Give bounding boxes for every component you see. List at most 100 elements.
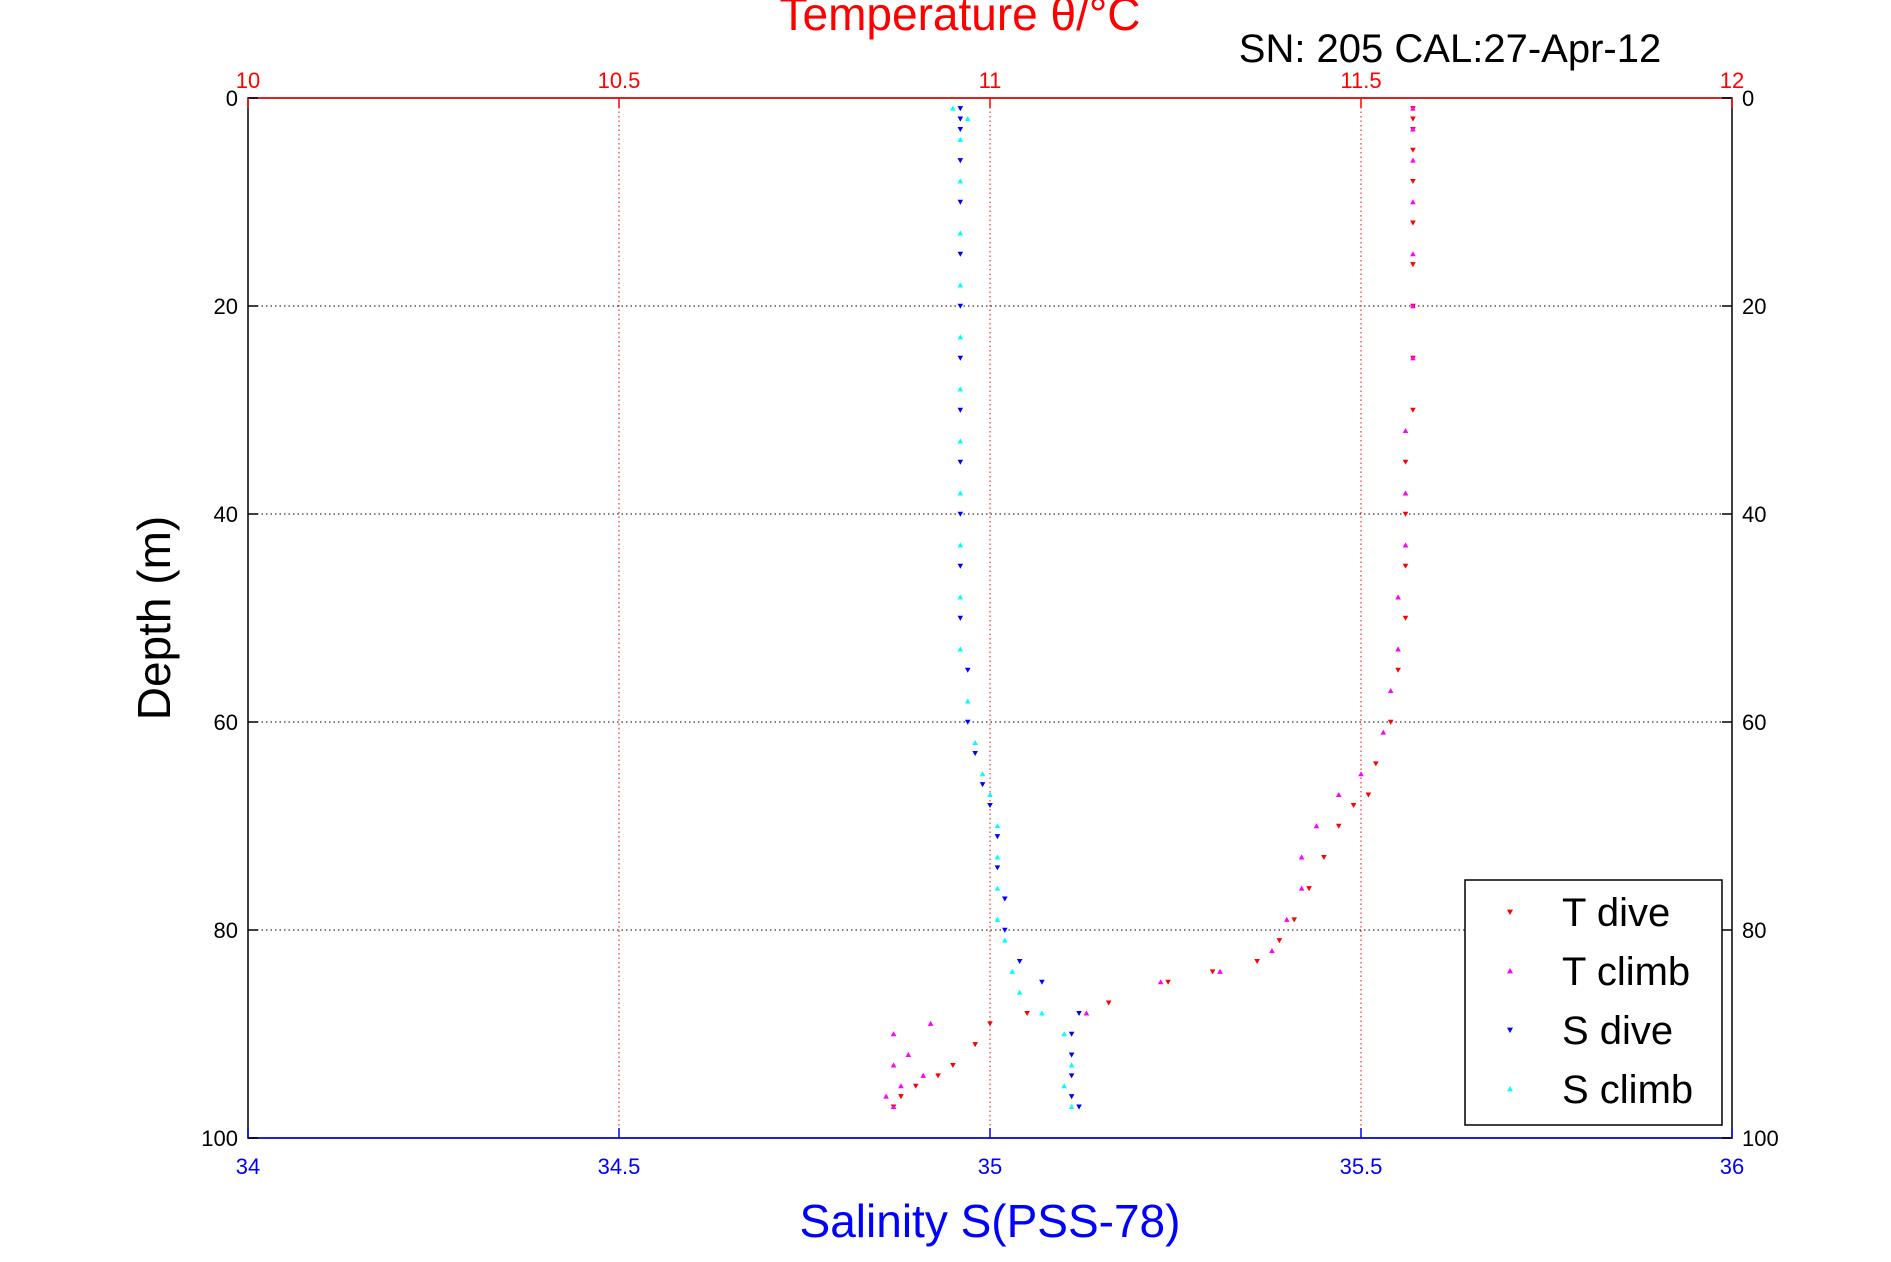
x-bottom-tick-label: 35.5: [1340, 1154, 1383, 1179]
data-point: [957, 230, 964, 236]
y-tick-label-left: 60: [214, 710, 238, 735]
data-point: [972, 750, 978, 756]
data-point: [1269, 948, 1275, 954]
data-point: [957, 355, 964, 361]
data-point: [994, 834, 1001, 840]
data-point: [1209, 969, 1216, 975]
data-point: [1039, 979, 1045, 985]
data-point: [957, 386, 964, 392]
data-point: [957, 178, 964, 184]
data-point: [1068, 1052, 1075, 1058]
tick-layer: 0 0 20 20 40 40 60 60 80 80 100 100 10 34 10.5 34.5 11 35…: [201, 68, 1778, 1179]
data-point: [957, 542, 964, 548]
series-s-dive: [957, 106, 1082, 1110]
data-point: [957, 438, 964, 444]
data-point: [994, 885, 1001, 891]
data-point: [987, 802, 993, 808]
data-point: [957, 158, 964, 164]
data-point: [979, 771, 986, 777]
data-point: [1410, 303, 1416, 309]
data-point: [1358, 771, 1364, 777]
data-point: [1410, 147, 1416, 153]
data-point: [935, 1073, 941, 1079]
data-point: [1395, 646, 1401, 652]
data-point: [1016, 989, 1023, 995]
data-point: [972, 1042, 978, 1048]
series-t-climb: [883, 105, 1416, 1110]
data-point: [964, 116, 971, 122]
data-point: [1402, 511, 1409, 517]
series-s-climb: [950, 105, 1075, 1110]
data-point: [1335, 823, 1342, 829]
data-point: [890, 1031, 897, 1037]
chart-subtitle: SN: 205 CAL:27-Apr-12: [1239, 27, 1661, 71]
data-point: [927, 1020, 934, 1026]
y-tick-label-right: 80: [1742, 918, 1766, 943]
y-axis-label: Depth (m): [128, 516, 180, 720]
marker-layer: [883, 105, 1416, 1110]
data-point: [957, 490, 964, 496]
data-point: [957, 136, 964, 142]
data-point: [1410, 105, 1416, 111]
data-point: [1387, 688, 1394, 694]
y-tick-label-right: 40: [1742, 502, 1766, 527]
x-bottom-tick-label: 34: [236, 1154, 260, 1179]
data-point: [964, 667, 971, 673]
y-tick-label-left: 0: [226, 86, 238, 111]
data-point: [1039, 1010, 1045, 1016]
data-point: [1350, 802, 1357, 808]
x-top-tick-label: 11: [979, 68, 1002, 93]
data-point: [1291, 917, 1298, 923]
data-point: [1402, 615, 1409, 621]
data-point: [994, 916, 1001, 922]
data-point: [1076, 1010, 1082, 1016]
data-point: [957, 126, 964, 132]
data-point: [1002, 937, 1008, 943]
legend-marker: [1507, 1086, 1513, 1092]
data-point: [957, 199, 964, 205]
y-tick-label-right: 100: [1742, 1126, 1779, 1151]
data-point: [1402, 490, 1409, 496]
legend-items: T dive T climb S dive S climb: [1507, 891, 1693, 1112]
data-point: [913, 1083, 919, 1089]
data-point: [1068, 1031, 1075, 1037]
y-tick-label-left: 100: [201, 1126, 238, 1151]
data-point: [1298, 885, 1305, 891]
data-point: [957, 646, 964, 652]
data-point: [1284, 916, 1290, 922]
data-point: [957, 116, 964, 122]
legend-label: S dive: [1562, 1009, 1673, 1053]
data-point: [1410, 116, 1416, 122]
x-top-tick-label: 10.5: [598, 68, 641, 93]
data-point: [898, 1083, 904, 1089]
data-point: [1276, 938, 1283, 944]
data-point: [1009, 968, 1016, 974]
data-point: [1410, 157, 1416, 163]
data-point: [957, 303, 964, 309]
x-bottom-tick-label: 34.5: [598, 1154, 641, 1179]
y-tick-label-left: 80: [214, 918, 238, 943]
data-point: [1365, 792, 1372, 798]
data-point: [957, 334, 964, 340]
data-point: [1016, 958, 1023, 964]
data-point: [920, 1072, 927, 1078]
data-point: [950, 105, 956, 111]
data-point: [1024, 1010, 1030, 1016]
data-point: [1002, 896, 1008, 902]
x-bottom-tick-label: 35: [978, 1154, 1002, 1179]
legend: T dive T climb S dive S climb: [1464, 879, 1723, 1126]
data-point: [972, 740, 978, 746]
legend-label: T dive: [1562, 891, 1670, 935]
data-point: [890, 1104, 897, 1110]
data-point: [957, 106, 964, 112]
data-point: [1335, 792, 1342, 798]
data-point: [1217, 968, 1223, 974]
data-point: [898, 1094, 904, 1100]
data-point: [1076, 1104, 1082, 1110]
data-point: [950, 1062, 956, 1068]
data-point: [1373, 761, 1379, 767]
data-point: [1402, 459, 1409, 465]
data-point: [1402, 542, 1409, 548]
data-point: [1061, 1031, 1067, 1037]
